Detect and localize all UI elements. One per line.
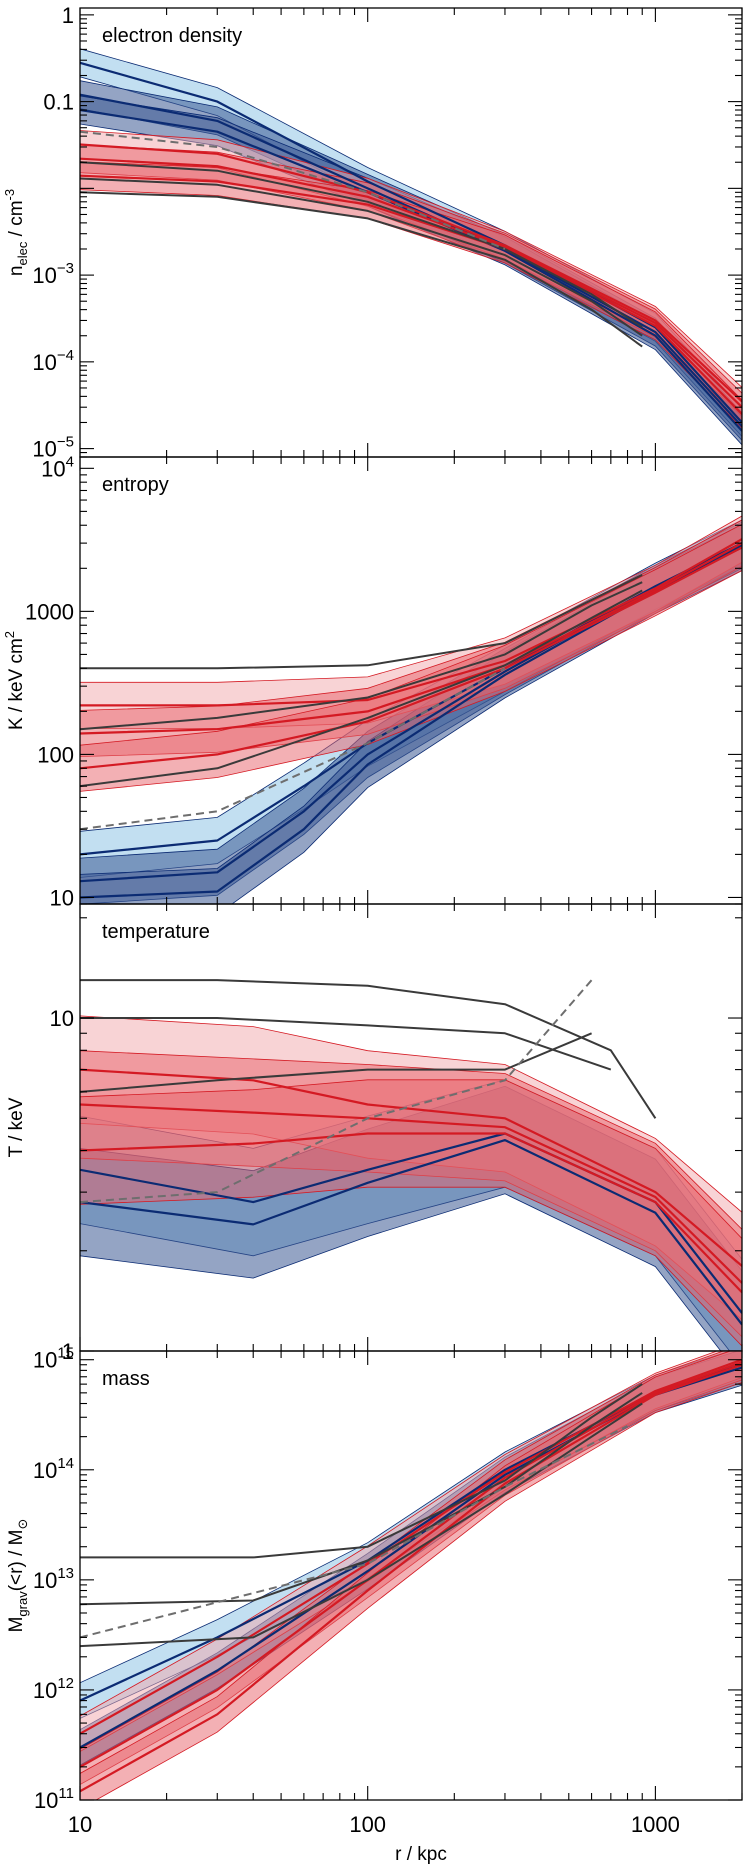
black-series-line [80,191,643,348]
plot-area [80,979,742,1351]
red-band [80,1351,742,1800]
x-tick-label: 10 [68,1812,92,1837]
black-series-line [80,161,643,329]
black-series-line [80,574,643,670]
y-tick-label: 0.1 [43,90,74,115]
panel-frame [79,1350,743,1801]
red-band [80,161,742,429]
y-tick-label: 1012 [33,1675,74,1703]
blue-series-line [80,61,742,424]
x-tick-label: 100 [349,1812,386,1837]
panel-electron-density: 1 0.1 10−3 10−4 10−5 electron density nelec / … [2,3,743,462]
y-tick-label: 10 [50,1006,74,1031]
y-tick-label: 10−3 [32,260,74,288]
y-axis-label: Mgrav(<r) / M⊙ [6,1519,30,1633]
y-tick-label: 10−4 [32,347,74,375]
y-tick-label: 1011 [34,1785,74,1813]
y-axis-label: nelec / cm-3 [2,189,30,276]
panel-title: entropy [102,474,169,496]
red-series-line [80,542,742,735]
y-tick-label: 10−5 [32,434,74,462]
dashed-series-line [80,667,506,831]
dashed-series-line [80,979,593,1204]
black-series-line [80,177,643,337]
red-series-line [80,546,742,770]
panel-title: electron density [102,25,242,47]
red-series-line [80,1361,742,1768]
panel-temperature: 10 1 temperature T / keV [6,903,743,1364]
x-tick-label: 1000 [631,1812,680,1837]
black-series-line [80,581,643,731]
red-band [80,1079,742,1347]
blue-series-line [80,1139,742,1326]
black-series-line [80,589,643,788]
y-tick-label: 100 [37,742,74,767]
plot-area [80,48,742,446]
y-axis-label: T / keV [6,1097,27,1157]
y-axis-label: K / keV cm2 [2,631,27,730]
panel-title: temperature [102,921,210,943]
red-series-line [80,1068,742,1267]
y-tick-label: 104 [41,453,74,481]
plot-area [80,1351,742,1800]
red-series-line [80,1103,742,1284]
red-series-line [80,538,742,707]
panel-title: mass [102,1368,150,1390]
red-series-line [80,1358,742,1735]
black-series-line [80,1383,643,1559]
red-series-line [80,157,742,408]
black-series-line [80,979,657,1119]
panel-entropy: 104 1000 100 10 entropy K / keV cm2 [2,453,743,910]
y-tick-label: 10 [50,885,74,910]
y-tick-label: 1000 [25,599,74,624]
y-tick-label: 1014 [33,1455,74,1483]
red-series-line [80,174,742,415]
red-series-line [80,143,742,403]
x-axis-label: r / kpc [395,1844,447,1865]
dashed-series-line [80,1425,628,1639]
plot-area [80,515,742,904]
black-series-line [80,1032,592,1093]
black-series-line [80,1017,612,1071]
panel-mass: 1015 1014 1013 1012 1011 mass Mgrav(<r) / M⊙ 10… [6,1345,743,1865]
red-series-line [80,1132,742,1294]
dashed-series-line [80,130,506,250]
y-tick-label: 1015 [33,1345,74,1373]
y-tick-label: 1013 [33,1565,74,1593]
black-series-line [80,1402,643,1648]
blue-series-line [80,1132,742,1314]
y-tick-label: 1 [62,3,74,28]
y-tick-label: 1 [62,1339,74,1364]
